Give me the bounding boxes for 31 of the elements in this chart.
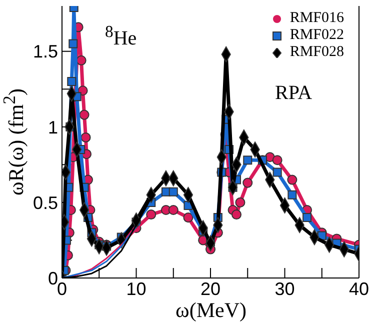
point: [146, 210, 156, 220]
legend-label: RMF016: [290, 10, 344, 27]
y-tick-label: 1: [48, 117, 58, 138]
point: [67, 77, 76, 86]
point: [183, 212, 194, 223]
point: [168, 204, 178, 216]
point: [168, 187, 178, 196]
point: [287, 174, 298, 185]
x-tick-label: 40: [348, 278, 370, 299]
point: [288, 190, 297, 200]
y-tick-label: 0.5: [32, 192, 58, 213]
x-axis-title: ω(MeV): [174, 298, 248, 323]
x-tick-label: 10: [126, 278, 146, 299]
y-tick-label: 1.5: [32, 42, 58, 62]
annotation: $^{8}$He: [105, 22, 137, 51]
point: [272, 168, 282, 177]
annotation: RPA: [275, 82, 312, 105]
point: [79, 110, 90, 120]
legend-label: RMF022: [290, 27, 344, 44]
x-tick-label: 30: [274, 278, 295, 299]
point: [68, 39, 78, 48]
point: [272, 155, 282, 166]
point: [243, 156, 252, 165]
point: [80, 132, 91, 142]
x-tick-label: 20: [200, 278, 221, 299]
point: [302, 213, 312, 222]
point: [242, 178, 253, 188]
point: [235, 197, 246, 208]
point: [76, 55, 86, 66]
point: [231, 210, 242, 220]
legend-label: RMF028: [290, 44, 344, 61]
